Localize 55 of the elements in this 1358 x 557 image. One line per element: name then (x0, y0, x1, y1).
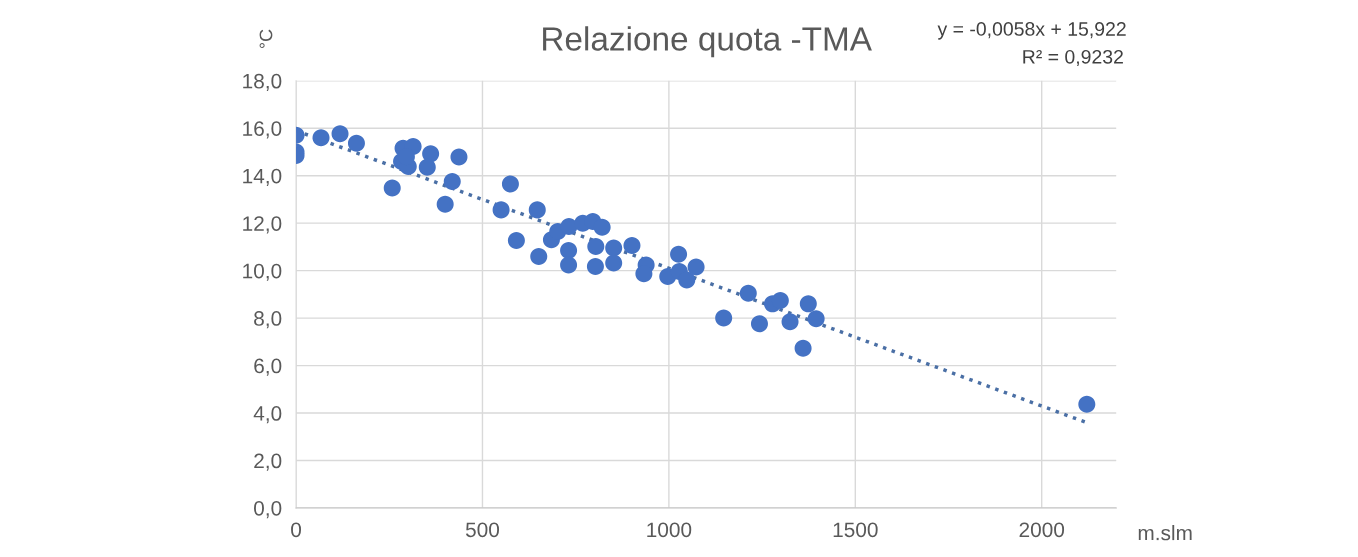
point (799, 295, 817, 313)
point (450, 148, 468, 166)
point (605, 239, 623, 257)
point (623, 236, 641, 254)
point (670, 245, 688, 263)
y-tick-label: 14,0 (243, 168, 282, 186)
y-tick-label: 6,0 (254, 358, 282, 376)
point (528, 201, 546, 219)
point (739, 284, 757, 302)
y-tick-label: 18,0 (243, 73, 282, 91)
point (587, 237, 605, 255)
point (347, 134, 365, 152)
y-tick-label: 8,0 (254, 311, 282, 329)
point (781, 313, 799, 331)
x-tick-label: 0 (291, 522, 302, 538)
x-tick-label: 2000 (1019, 522, 1065, 538)
point (507, 231, 525, 249)
point (560, 256, 578, 274)
y-tick-label: 4,0 (253, 406, 282, 424)
x-tick-label: 500 (465, 522, 500, 538)
point (492, 201, 510, 219)
point (312, 129, 330, 147)
point (771, 292, 789, 310)
point (593, 218, 611, 236)
text: y = -0,0058x + 15,922 (937, 22, 1126, 40)
point (687, 258, 705, 276)
point (418, 158, 436, 176)
point (794, 339, 812, 357)
x-axis-title: m.slm (1138, 525, 1192, 541)
y-tick-label: 2,0 (254, 453, 282, 471)
point (501, 175, 519, 193)
point (605, 254, 623, 272)
point (560, 241, 578, 259)
point (586, 258, 604, 276)
point (443, 172, 461, 190)
point (715, 309, 733, 327)
point (530, 247, 548, 265)
point (331, 125, 349, 143)
point (807, 310, 825, 328)
y-tick-label: 16,0 (243, 121, 282, 139)
chart-title: Relazione quota -TMA (543, 26, 872, 58)
y-axis-title: °C (259, 29, 273, 49)
point (750, 315, 768, 333)
y-tick-label: 0,0 (254, 500, 282, 519)
text: R² = 0,9232 (1023, 49, 1123, 66)
x-tick-label: 1500 (833, 522, 878, 538)
point (436, 195, 454, 213)
x-tick-label: 1000 (647, 522, 692, 538)
point (635, 265, 653, 283)
y-tick-label: 12,0 (243, 216, 282, 234)
point (1078, 395, 1096, 413)
y-tick-label: 10,0 (243, 263, 282, 281)
point (678, 271, 696, 289)
point (560, 217, 578, 235)
point (383, 179, 401, 197)
